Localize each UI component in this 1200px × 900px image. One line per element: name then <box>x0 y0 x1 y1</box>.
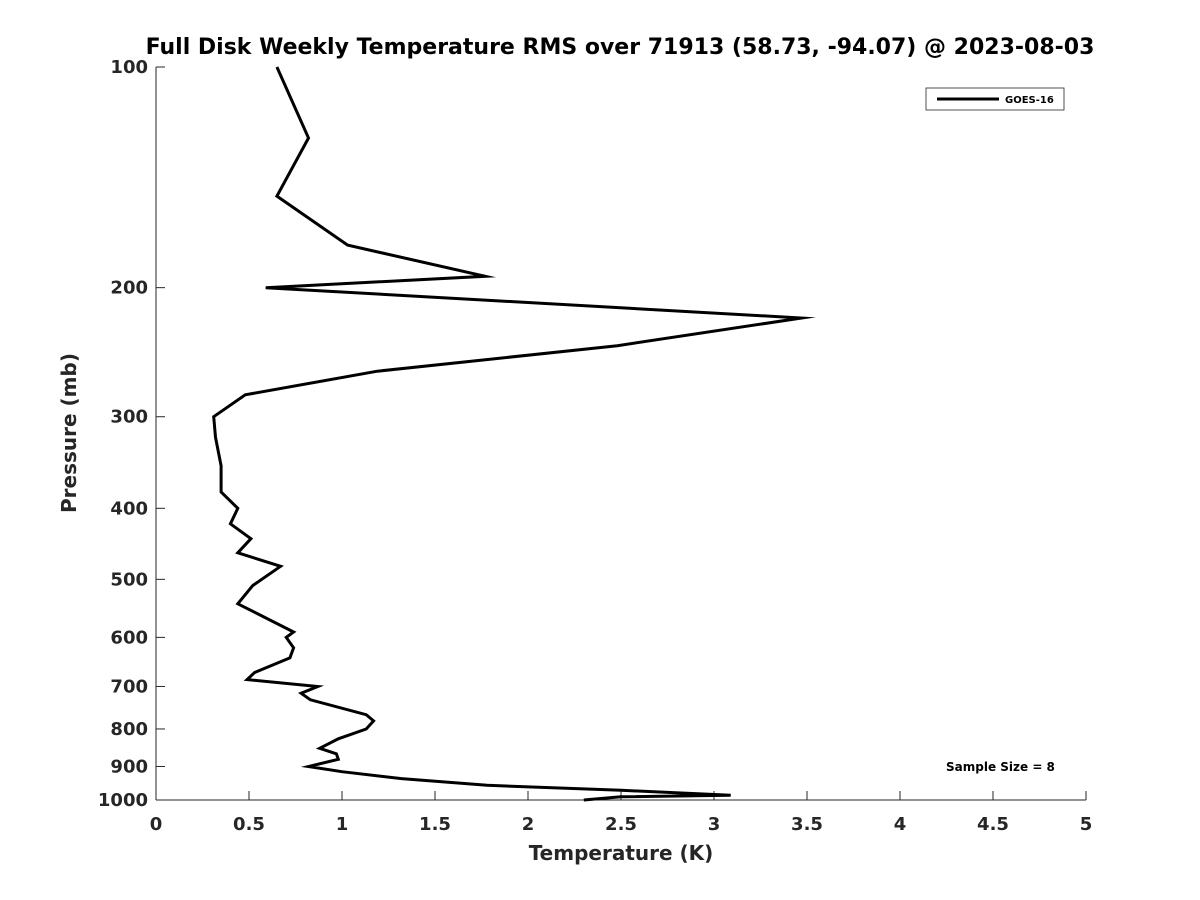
x-axis-label: Temperature (K) <box>529 841 714 865</box>
series-line-goes-16 <box>212 66 816 802</box>
y-tick-label: 200 <box>110 278 148 299</box>
y-tick-label: 500 <box>110 569 148 590</box>
y-tick-label: 300 <box>110 407 148 428</box>
x-tick-label: 2.5 <box>605 814 637 835</box>
x-tick-label: 4.5 <box>977 814 1009 835</box>
y-tick-label: 600 <box>110 627 148 648</box>
legend-entry-goes-16: GOES-16 <box>1005 95 1054 106</box>
series-layer <box>212 66 816 802</box>
y-tick-label: 100 <box>110 57 148 78</box>
x-tick-label: 0.5 <box>233 814 265 835</box>
x-tick-label: 4 <box>894 814 907 835</box>
plot-area <box>156 67 1086 800</box>
x-tick-label: 3.5 <box>791 814 823 835</box>
chart-title: Full Disk Weekly Temperature RMS over 71… <box>146 35 1095 60</box>
y-axis-label: Pressure (mb) <box>57 353 81 513</box>
y-tick-label: 1000 <box>98 790 148 811</box>
x-axis-ticks: 0 0.5 1 1.5 2 2.5 3 3.5 4 4.5 5 <box>150 791 1093 835</box>
y-axis-ticks: 100 200 300 400 500 600 700 800 900 1000 <box>98 57 165 811</box>
y-tick-label: 400 <box>110 498 148 519</box>
x-tick-label: 2 <box>522 814 535 835</box>
sample-size-annotation: Sample Size = 8 <box>946 760 1055 774</box>
x-tick-label: 1.5 <box>419 814 451 835</box>
y-tick-label: 700 <box>110 676 148 697</box>
x-tick-label: 5 <box>1080 814 1093 835</box>
y-tick-label: 900 <box>110 756 148 777</box>
x-tick-label: 1 <box>336 814 349 835</box>
legend: GOES-16 <box>925 87 1065 111</box>
x-tick-label: 0 <box>150 814 163 835</box>
x-tick-label: 3 <box>708 814 721 835</box>
y-tick-label: 800 <box>110 719 148 740</box>
